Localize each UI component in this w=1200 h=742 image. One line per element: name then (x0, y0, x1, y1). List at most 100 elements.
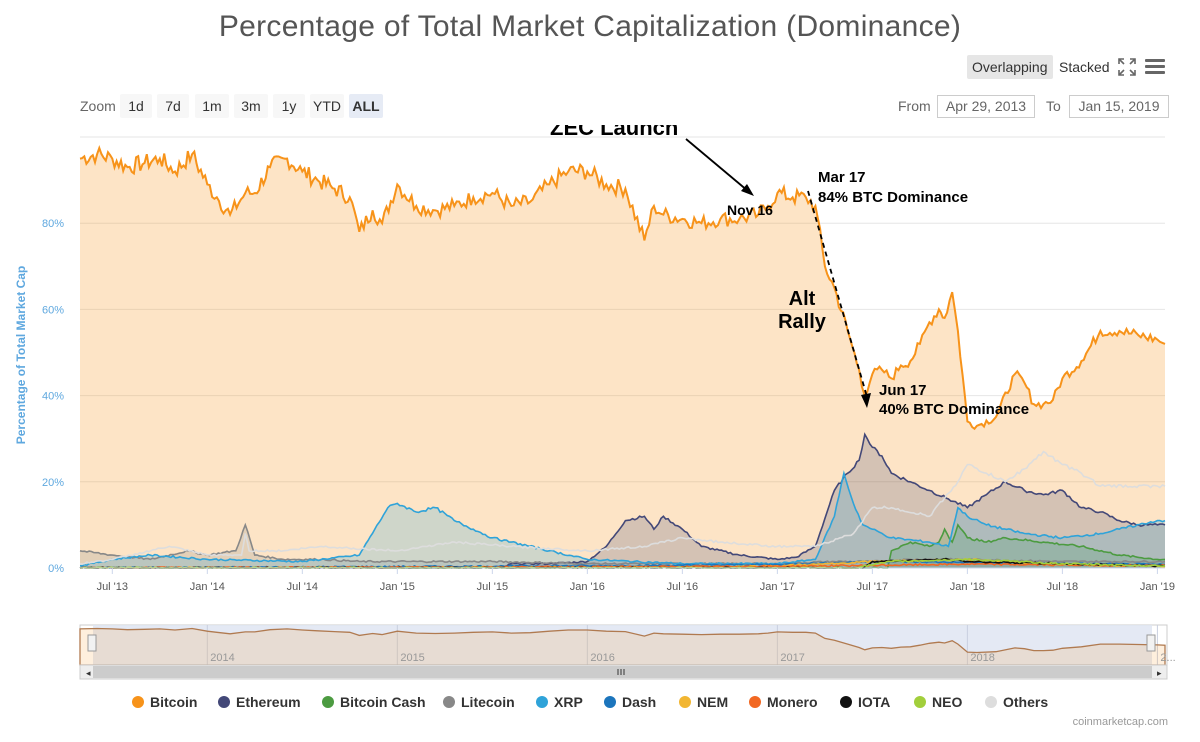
x-tick-label: Jul '15 (477, 581, 508, 593)
navigator-year-label: 2014 (210, 652, 234, 664)
y-axis-labels: 0% 20% 40% 60% 80% (42, 218, 64, 575)
navigator-bitcoin-line (79, 627, 1166, 666)
zoom-ytd-button[interactable]: YTD (310, 94, 344, 118)
zoom-7d-button[interactable]: 7d (157, 94, 189, 118)
legend-item-bitcoin-cash[interactable]: Bitcoin Cash (322, 694, 426, 710)
legend-label: Ethereum (236, 694, 301, 710)
annotation-jun-17: Jun 17 (879, 382, 927, 399)
scrollbar-grip-icon (617, 669, 625, 675)
legend-label: IOTA (858, 694, 891, 710)
legend-item-neo[interactable]: NEO (914, 694, 962, 710)
zoom-3m-button[interactable]: 3m (234, 94, 268, 118)
legend-dot-icon (218, 696, 230, 708)
annotation-84-dominance: 84% BTC Dominance (818, 189, 968, 206)
zoom-all-button[interactable]: ALL (349, 94, 383, 118)
annotation-mar-17: Mar 17 (818, 169, 866, 186)
series-area-xrp (80, 473, 1165, 568)
hamburger-menu-icon[interactable] (1145, 59, 1165, 75)
legend-item-ethereum[interactable]: Ethereum (218, 694, 301, 710)
annotation-alt: Alt (789, 288, 816, 310)
legend-label: Bitcoin (150, 694, 198, 710)
from-date-input[interactable]: Apr 29, 2013 (937, 95, 1035, 118)
legend-item-dash[interactable]: Dash (604, 694, 656, 710)
legend-label: Dash (622, 694, 657, 710)
x-tick-label: Jul '17 (857, 581, 888, 593)
legend-label: NEO (932, 694, 963, 710)
x-tick-label: Jan '18 (950, 581, 985, 593)
annotation-alt-rally-arrowhead (861, 393, 871, 408)
to-label: To (1046, 98, 1061, 114)
zoom-1d-button[interactable]: 1d (120, 94, 152, 118)
series-line-bitcoin[interactable] (79, 145, 1166, 431)
x-tick-label: Jan '19 (1140, 581, 1175, 593)
legend-dot-icon (985, 696, 997, 708)
overlapping-button[interactable]: Overlapping (967, 55, 1053, 79)
legend-item-xrp[interactable]: XRP (536, 694, 583, 710)
annotations: ZEC Launch Nov 16 Mar 17 84% BTC Dominan… (550, 125, 1029, 418)
y-tick-label: 80% (42, 218, 64, 230)
annotation-40-dominance: 40% BTC Dominance (879, 401, 1029, 418)
navigator-year-label: 2016 (590, 652, 614, 664)
credit-link[interactable]: coinmarketcap.com (1072, 716, 1168, 728)
y-tick-label: 60% (42, 304, 64, 316)
legend-item-monero[interactable]: Monero (749, 694, 818, 710)
navigator-left-handle[interactable] (87, 634, 97, 652)
x-tick-label: Jan '14 (190, 581, 225, 593)
x-tick-label: Jul '18 (1047, 581, 1078, 593)
legend-label: Monero (767, 694, 818, 710)
scroll-left-icon[interactable]: ◂ (86, 668, 91, 678)
legend-dot-icon (132, 696, 144, 708)
legend-dot-icon (914, 696, 926, 708)
y-tick-label: 40% (42, 391, 64, 403)
navigator-year-labels: 2014 2015 2016 2017 2018 2... (210, 652, 1175, 664)
zoom-label: Zoom (80, 98, 116, 114)
legend-dot-icon (679, 696, 691, 708)
legend-dot-icon (749, 696, 761, 708)
legend-label: Others (1003, 694, 1049, 710)
series-areas (80, 148, 1165, 568)
navigator-right-handle[interactable] (1146, 634, 1156, 652)
chart-title: Percentage of Total Market Capitalizatio… (218, 10, 962, 43)
legend-item-bitcoin[interactable]: Bitcoin (132, 694, 197, 710)
legend-label: Bitcoin Cash (340, 694, 426, 710)
legend-dot-icon (604, 696, 616, 708)
legend-dot-icon (536, 696, 548, 708)
x-tick-label: Jul '14 (287, 581, 318, 593)
zoom-1y-button[interactable]: 1y (273, 94, 305, 118)
stacked-button[interactable]: Stacked (1059, 59, 1110, 75)
legend-dot-icon (443, 696, 455, 708)
legend-dot-icon (840, 696, 852, 708)
navigator[interactable]: 2014 2015 2016 2017 2018 2... ◂ ▸ (79, 624, 1176, 680)
navigator-year-label: 2015 (400, 652, 424, 664)
legend-item-iota[interactable]: IOTA (840, 694, 890, 710)
dominance-chart: 0% 20% 40% 60% 80% Jul '13 Jan '14 Jul '14 Jan … (14, 125, 1176, 680)
navigator-year-label: 2018 (970, 652, 994, 664)
x-tick-label: Jul '13 (97, 581, 128, 593)
series-area-bitcoin-cash (80, 524, 1165, 568)
annotation-zec-launch: ZEC Launch (550, 125, 678, 140)
annotation-rally: Rally (778, 311, 827, 333)
series-line-xrp[interactable] (80, 470, 1166, 567)
x-axis-labels: Jul '13 Jan '14 Jul '14 Jan '15 Jul '15 Jan '… (80, 567, 1175, 593)
series-line-others[interactable] (79, 450, 1166, 565)
y-tick-label: 0% (48, 563, 64, 575)
series-area-bitcoin (80, 148, 1165, 568)
x-tick-label: Jan '15 (380, 581, 415, 593)
fullscreen-icon[interactable] (1118, 58, 1136, 76)
legend-item-litecoin[interactable]: Litecoin (443, 694, 515, 710)
y-tick-label: 20% (42, 477, 64, 489)
y-axis-title: Percentage of Total Market Cap (14, 266, 28, 445)
legend-label: NEM (697, 694, 729, 710)
legend-item-others[interactable]: Others (985, 694, 1048, 710)
scroll-right-icon[interactable]: ▸ (1157, 668, 1162, 678)
series-area-ethereum (80, 434, 1165, 568)
navigator-year-label: 2... (1160, 652, 1175, 664)
navigator-year-label: 2017 (780, 652, 804, 664)
legend-item-nem[interactable]: NEM (679, 694, 728, 710)
from-label: From (898, 98, 931, 114)
navigator-scrollbar-thumb[interactable] (93, 666, 1152, 678)
legend: Bitcoin Ethereum Bitcoin Cash Litecoin XRP Da… (0, 694, 1200, 714)
to-date-input[interactable]: Jan 15, 2019 (1069, 95, 1169, 118)
legend-label: XRP (554, 694, 583, 710)
zoom-1m-button[interactable]: 1m (195, 94, 229, 118)
